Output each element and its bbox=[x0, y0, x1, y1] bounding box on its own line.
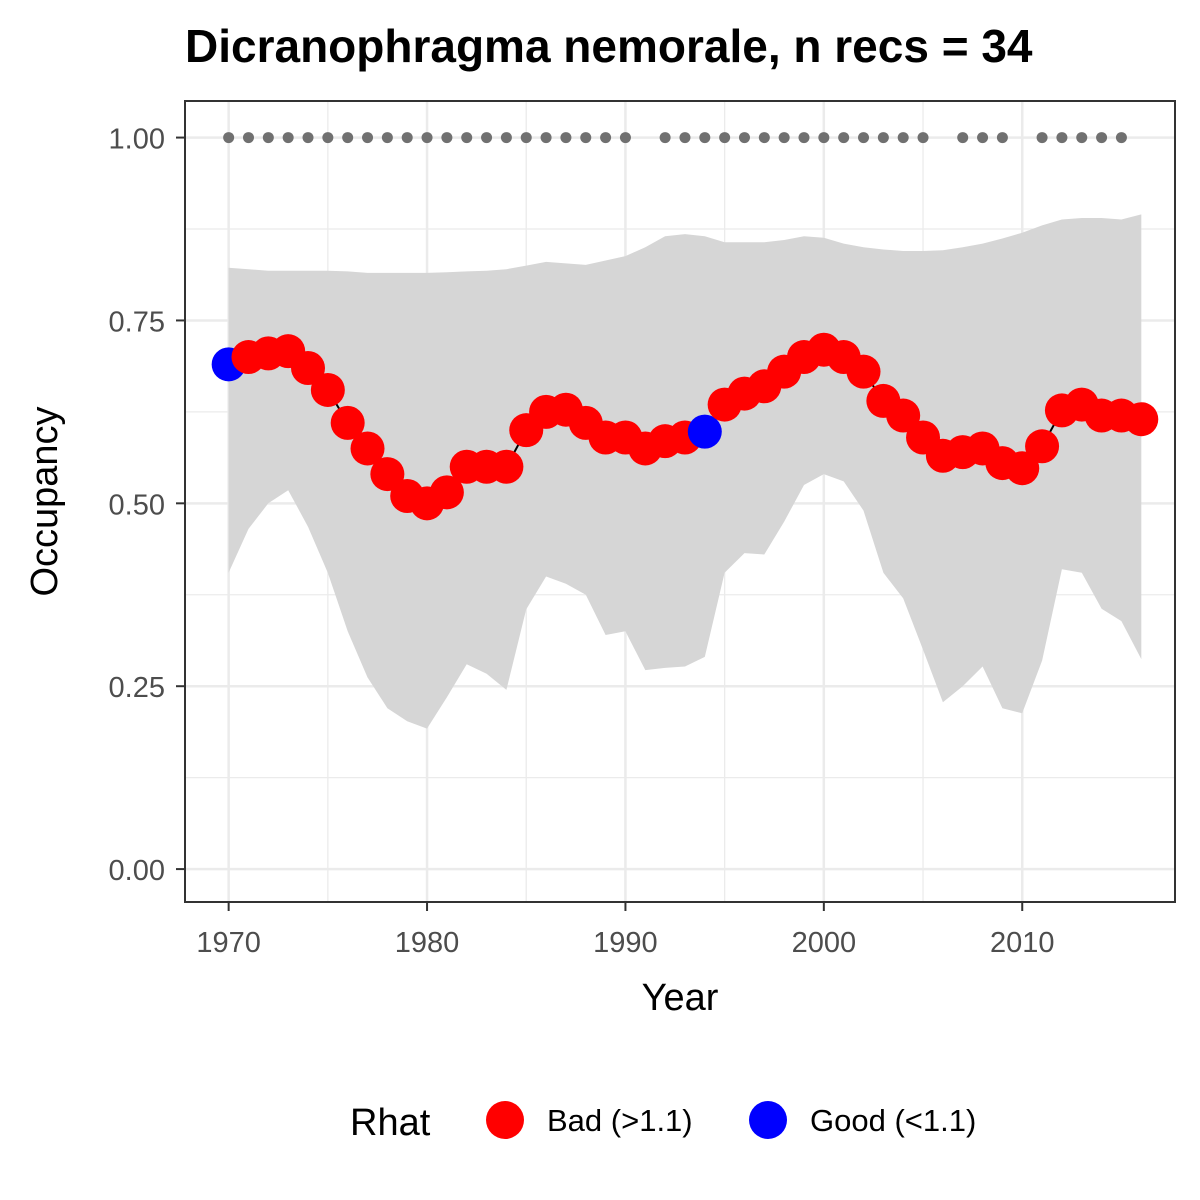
occupancy-point bbox=[1005, 451, 1040, 486]
record-dot bbox=[818, 132, 830, 144]
occupancy-point bbox=[846, 354, 881, 389]
record-dot bbox=[758, 132, 770, 144]
panel-border bbox=[184, 100, 1176, 903]
record-dot bbox=[421, 132, 433, 144]
y-tick-label: 1.00 bbox=[109, 124, 165, 156]
record-dot bbox=[619, 132, 631, 144]
record-dot bbox=[1096, 132, 1108, 144]
record-dot bbox=[679, 132, 691, 144]
record-dot bbox=[897, 132, 909, 144]
record-dot bbox=[838, 132, 850, 144]
record-dot bbox=[877, 132, 889, 144]
record-dot bbox=[600, 132, 612, 144]
record-dot bbox=[223, 132, 235, 144]
x-tick-label: 1990 bbox=[593, 927, 658, 959]
legend-label: Good (<1.1) bbox=[810, 1103, 976, 1138]
legend-title: Rhat bbox=[350, 1102, 431, 1144]
record-dot bbox=[996, 132, 1008, 144]
occupancy-point bbox=[1124, 402, 1159, 437]
y-axis: 0.00 0.25 0.50 0.75 1.00 bbox=[109, 124, 185, 887]
legend-key bbox=[486, 1101, 524, 1139]
record-dot bbox=[699, 132, 711, 144]
record-dot bbox=[302, 132, 314, 144]
record-dot bbox=[1115, 132, 1127, 144]
x-tick-label: 1980 bbox=[395, 927, 460, 959]
record-dot bbox=[262, 132, 274, 144]
record-dot bbox=[381, 132, 393, 144]
record-dot bbox=[362, 132, 374, 144]
record-dot bbox=[1076, 132, 1088, 144]
record-dot bbox=[520, 132, 532, 144]
x-tick-label: 2010 bbox=[990, 927, 1055, 959]
record-dot bbox=[500, 132, 512, 144]
record-dots bbox=[223, 132, 1127, 144]
x-tick-label: 1970 bbox=[196, 927, 261, 959]
occupancy-point bbox=[886, 398, 921, 433]
record-dot bbox=[401, 132, 413, 144]
occupancy-point bbox=[370, 457, 405, 492]
occupancy-point bbox=[687, 414, 722, 449]
record-dot bbox=[242, 132, 254, 144]
occupancy-point bbox=[291, 351, 326, 385]
occupancy-points bbox=[211, 332, 1159, 521]
occupancy-point bbox=[429, 475, 464, 510]
record-dot bbox=[778, 132, 790, 144]
record-dot bbox=[858, 132, 870, 144]
y-tick-label: 0.75 bbox=[109, 306, 165, 338]
occupancy-point bbox=[489, 449, 524, 484]
legend-key bbox=[749, 1101, 787, 1139]
y-axis-title: Occupancy bbox=[24, 406, 66, 596]
record-dot bbox=[481, 132, 493, 144]
record-dot bbox=[719, 132, 731, 144]
y-tick-label: 0.50 bbox=[109, 489, 165, 521]
record-dot bbox=[1056, 132, 1068, 144]
record-dot bbox=[322, 132, 334, 144]
x-axis-title: Year bbox=[642, 977, 719, 1019]
record-dot bbox=[441, 132, 453, 144]
x-axis: 1970 1980 1990 2000 2010 bbox=[196, 902, 1054, 959]
legend-label: Bad (>1.1) bbox=[547, 1103, 693, 1138]
record-dot bbox=[342, 132, 354, 144]
record-dot bbox=[580, 132, 592, 144]
record-dot bbox=[659, 132, 671, 144]
y-tick-label: 0.00 bbox=[109, 855, 165, 887]
occupancy-point bbox=[1025, 429, 1060, 464]
record-dot bbox=[461, 132, 473, 144]
ci-ribbon-area bbox=[228, 214, 1142, 729]
record-dot bbox=[738, 132, 750, 144]
y-tick-label: 0.25 bbox=[109, 672, 165, 704]
record-dot bbox=[1036, 132, 1048, 144]
record-dot bbox=[957, 132, 969, 144]
chart-title: Dicranophragma nemorale, n recs = 34 bbox=[185, 20, 1033, 72]
record-dot bbox=[977, 132, 989, 144]
x-tick-label: 2000 bbox=[792, 927, 857, 959]
legend: Rhat Bad (>1.1) Good (<1.1) bbox=[350, 1101, 976, 1144]
occupancy-point bbox=[350, 431, 385, 466]
record-dot bbox=[917, 132, 929, 144]
occupancy-point bbox=[310, 372, 345, 407]
record-dot bbox=[560, 132, 572, 144]
record-dot bbox=[798, 132, 810, 144]
confidence-ribbon bbox=[228, 214, 1142, 729]
occupancy-point bbox=[330, 405, 365, 440]
record-dot bbox=[282, 132, 294, 144]
record-dot bbox=[540, 132, 552, 144]
